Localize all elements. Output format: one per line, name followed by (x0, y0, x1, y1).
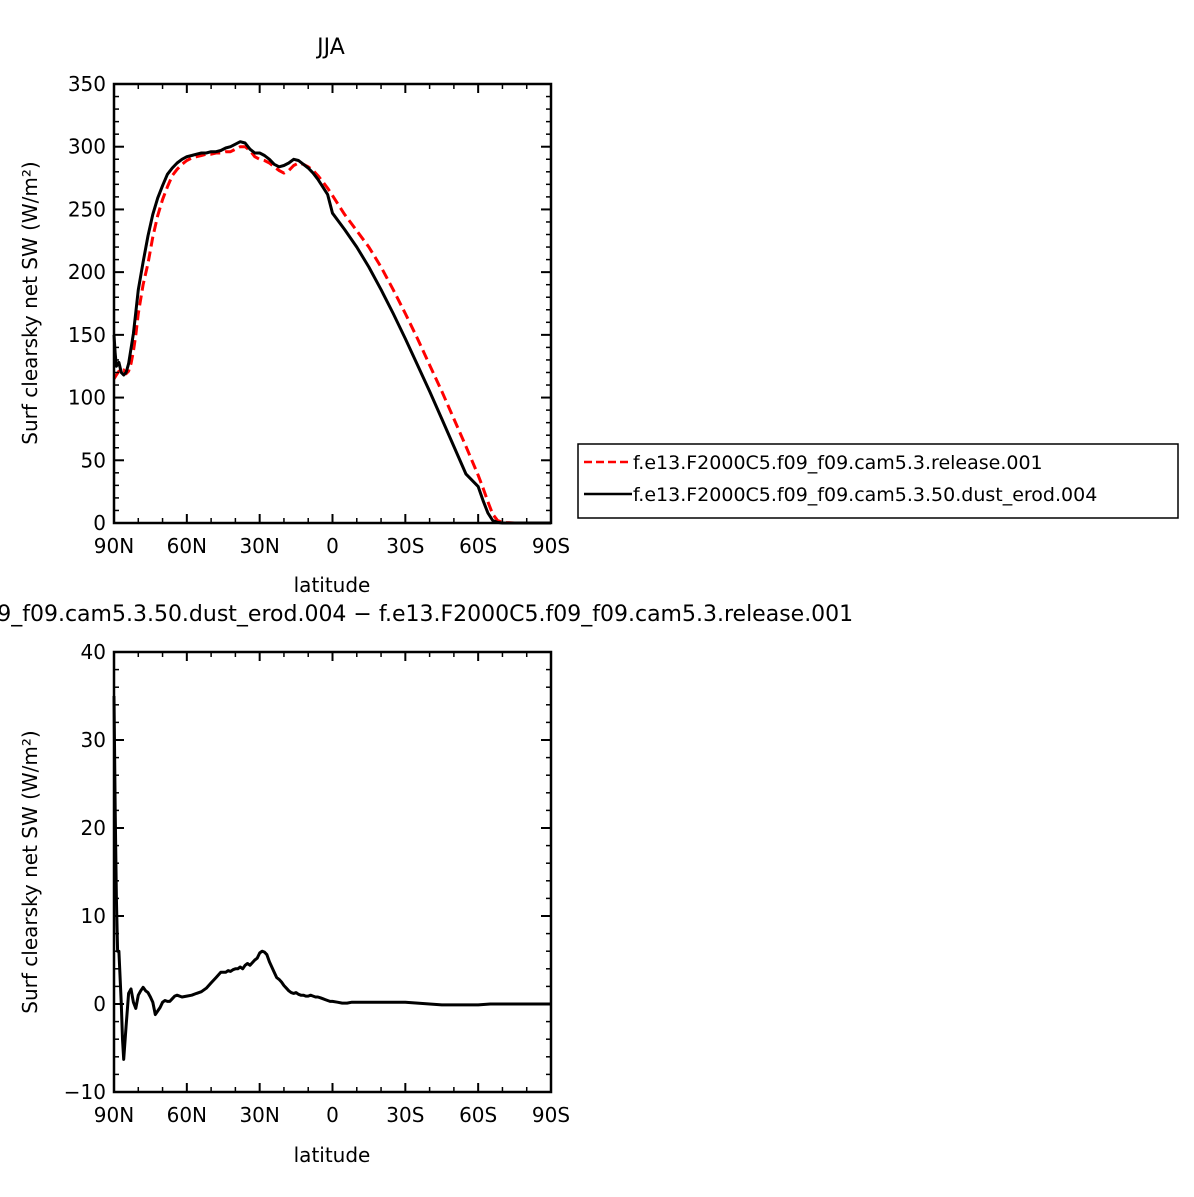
bottom-x-tick-label: 30N (239, 1103, 279, 1127)
top-series-group (112, 140, 551, 525)
top-y-tick-label: 0 (93, 511, 106, 535)
top-y-tick-label: 150 (68, 323, 106, 347)
bottom-tick-group: 90N 60N 30N 0 30S 60S 90S −10 0 10 20 30 40 (64, 640, 570, 1127)
bottom-x-tick-label: 30S (386, 1103, 424, 1127)
top-x-tick-label: 0 (326, 534, 339, 558)
bottom-x-axis-label: latitude (294, 1143, 371, 1167)
top-x-tick-label: 30N (239, 534, 279, 558)
top-y-tick-label: 50 (81, 448, 106, 472)
bottom-series-group (112, 695, 551, 1061)
bottom-y-tick-label: 40 (81, 640, 106, 664)
legend-label-dust-erod: f.e13.F2000C5.f09_f09.cam5.3.50.dust_ero… (633, 484, 1097, 506)
bottom-chart-title: f.e13.F2000C5.f09_f09.cam5.3.50.dust_ero… (0, 602, 853, 627)
top-x-tick-label: 90N (94, 534, 134, 558)
bottom-x-tick-label: 60S (459, 1103, 497, 1127)
bottom-x-tick-label: 90S (532, 1103, 570, 1127)
top-y-tick-label: 250 (68, 197, 106, 221)
top-plot-frame (112, 82, 553, 525)
top-series-line-1 (112, 140, 551, 525)
bottom-x-tick-label: 60N (167, 1103, 207, 1127)
panel-top: JJA 90N 60N 30N 0 30S 60S 90S 0 50 100 150 200 250 30… (18, 35, 570, 597)
top-y-tick-label: 300 (68, 135, 106, 159)
bottom-x-tick-label: 0 (326, 1103, 339, 1127)
top-series-line-0 (112, 145, 551, 525)
bottom-x-tick-label: 90N (94, 1103, 134, 1127)
legend: f.e13.F2000C5.f09_f09.cam5.3.release.001… (577, 443, 1179, 519)
top-y-axis-label: Surf clearsky net SW (W/m²) (18, 161, 42, 444)
top-chart-title: JJA (315, 35, 345, 60)
bottom-y-tick-label: 10 (81, 904, 106, 928)
top-x-tick-label: 30S (386, 534, 424, 558)
legend-label-release: f.e13.F2000C5.f09_f09.cam5.3.release.001 (633, 452, 1043, 474)
bottom-series-line-0 (112, 695, 551, 1061)
top-x-axis-label: latitude (294, 573, 371, 597)
bottom-plot-frame (112, 650, 553, 1094)
top-x-tick-label: 60N (167, 534, 207, 558)
bottom-y-tick-label: 30 (81, 728, 106, 752)
bottom-y-tick-label: 20 (81, 816, 106, 840)
top-y-tick-label: 100 (68, 386, 106, 410)
top-x-tick-label: 90S (532, 534, 570, 558)
bottom-y-tick-label: 0 (93, 992, 106, 1016)
top-x-tick-label: 60S (459, 534, 497, 558)
top-y-tick-label: 350 (68, 72, 106, 96)
top-y-tick-label: 200 (68, 260, 106, 284)
bottom-y-tick-label: −10 (64, 1080, 106, 1104)
bottom-y-axis-label: Surf clearsky net SW (W/m²) (18, 730, 42, 1013)
top-tick-group: 90N 60N 30N 0 30S 60S 90S 0 50 100 150 200 250 300 350 (68, 72, 570, 558)
panel-bottom: f.e13.F2000C5.f09_f09.cam5.3.50.dust_ero… (0, 602, 853, 1167)
legend-box (577, 443, 1179, 519)
